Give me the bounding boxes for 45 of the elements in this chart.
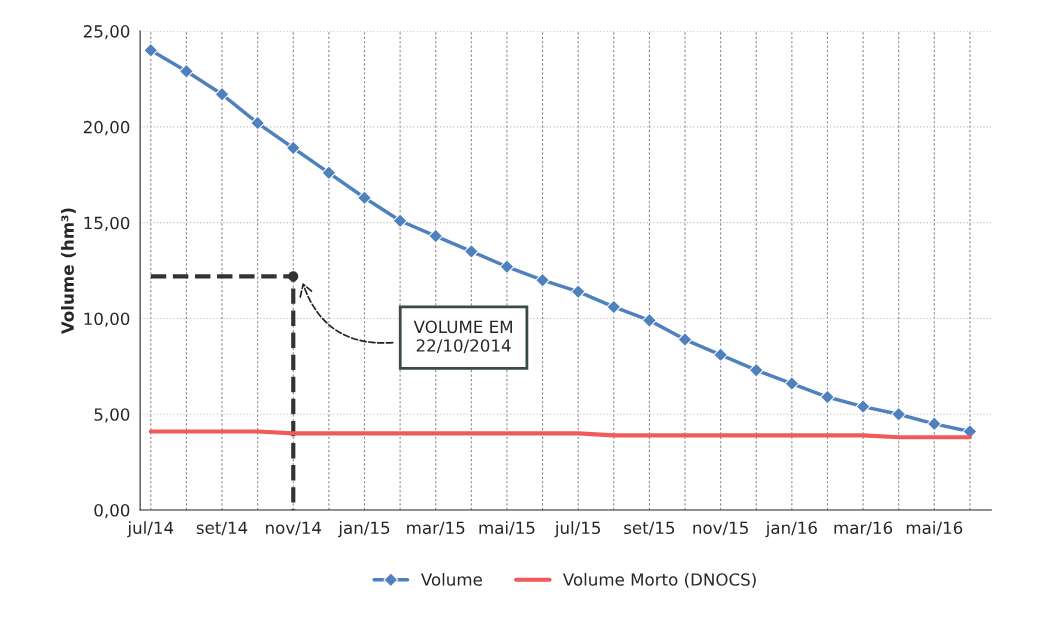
x-tick-label: nov/14 (266, 521, 322, 536)
point (713, 347, 729, 363)
annotation: VOLUME EM 22/10/2014 (413, 320, 512, 354)
x-tick-label: set/14 (196, 521, 248, 536)
x-tick-label: set/15 (624, 521, 675, 536)
point (570, 284, 586, 300)
legend-label: Volume Morto (DNOCS) (562, 572, 756, 588)
x-tick-label: mai/15 (479, 521, 535, 536)
point (321, 165, 337, 181)
x-tick-label: mar/16 (834, 521, 893, 536)
y-tick-label: 25,00 (83, 25, 130, 40)
point (748, 362, 764, 378)
point (926, 416, 942, 432)
point (357, 190, 372, 206)
x-tick-label: jan/16 (765, 521, 817, 538)
x-tick-label: mai/16 (906, 521, 963, 536)
y-tick-label: 10,00 (84, 312, 130, 327)
x-tick-label: nov/15 (693, 521, 748, 536)
point (428, 228, 444, 244)
point (179, 63, 194, 79)
y-axis-title: Volume (hm³) (61, 208, 76, 335)
point (606, 299, 622, 315)
y-tick-label: 20,00 (83, 120, 130, 136)
y-tick-label: 0,00 (94, 504, 130, 519)
x-tick-label: jan/15 (338, 521, 390, 538)
point (677, 332, 693, 347)
point (855, 399, 871, 414)
point (784, 376, 800, 391)
point (250, 115, 266, 131)
y-tick-label: 5,00 (94, 408, 130, 423)
point (535, 272, 550, 288)
legend-label: Volume (420, 572, 482, 586)
point (392, 213, 408, 229)
point (285, 140, 301, 156)
x-tick-label: jul/14 (127, 521, 174, 538)
point (214, 86, 230, 102)
point (642, 312, 657, 328)
point (143, 42, 159, 58)
point (463, 244, 479, 259)
x-tick-label: mar/15 (407, 521, 465, 536)
point (820, 389, 835, 405)
y-tick-label: 15,00 (84, 216, 130, 231)
x-tick-label: jul/15 (554, 521, 601, 538)
point (499, 259, 515, 275)
point (891, 406, 907, 422)
